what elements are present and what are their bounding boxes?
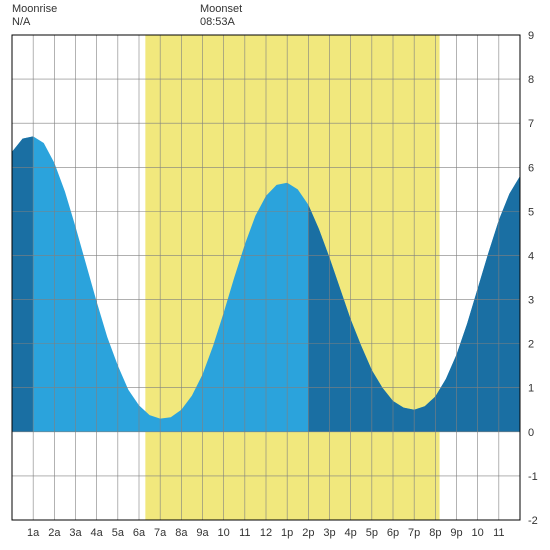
y-tick-label: 1: [528, 383, 534, 395]
x-tick-label: 4p: [345, 527, 357, 539]
moonset-label: Moonset: [200, 3, 242, 16]
x-tick-label: 12: [260, 527, 272, 539]
x-tick-label: 3a: [69, 527, 82, 539]
x-tick-label: 8p: [429, 527, 441, 539]
x-tick-label: 11: [493, 527, 504, 539]
y-tick-label: 4: [528, 250, 534, 262]
y-tick-label: -1: [528, 471, 538, 483]
moonrise-label: Moonrise: [12, 3, 57, 16]
x-tick-label: 6p: [387, 527, 399, 539]
y-tick-label: 3: [528, 295, 534, 307]
x-tick-label: 7p: [408, 527, 420, 539]
y-tick-label: -2: [528, 515, 538, 527]
x-tick-label: 1p: [281, 527, 293, 539]
chart-svg: -2-101234567891a2a3a4a5a6a7a8a9a1011121p…: [0, 0, 550, 550]
x-tick-label: 6a: [133, 527, 146, 539]
y-tick-label: 5: [528, 206, 534, 218]
x-tick-label: 11: [239, 527, 250, 539]
x-tick-label: 9p: [450, 527, 462, 539]
x-tick-label: 5p: [366, 527, 378, 539]
x-tick-label: 2p: [302, 527, 314, 539]
x-tick-label: 7a: [154, 527, 167, 539]
y-tick-label: 6: [528, 162, 534, 174]
x-tick-label: 1a: [27, 527, 40, 539]
moonset-value: 08:53A: [200, 16, 242, 29]
x-tick-label: 3p: [323, 527, 335, 539]
y-tick-label: 8: [528, 74, 534, 86]
moonrise-block: Moonrise N/A: [12, 3, 57, 29]
y-tick-label: 0: [528, 427, 534, 439]
y-tick-label: 2: [528, 339, 534, 351]
y-tick-label: 7: [528, 118, 534, 130]
x-tick-label: 4a: [91, 527, 104, 539]
moonset-block: Moonset 08:53A: [200, 3, 242, 29]
x-tick-label: 2a: [48, 527, 61, 539]
x-tick-label: 8a: [175, 527, 188, 539]
x-tick-label: 9a: [196, 527, 209, 539]
x-tick-label: 5a: [112, 527, 125, 539]
y-tick-label: 9: [528, 30, 534, 42]
x-tick-label: 10: [472, 527, 484, 539]
tide-chart: Moonrise N/A Moonset 08:53A -2-101234567…: [0, 0, 550, 550]
moonrise-value: N/A: [12, 16, 57, 29]
x-tick-label: 10: [218, 527, 230, 539]
